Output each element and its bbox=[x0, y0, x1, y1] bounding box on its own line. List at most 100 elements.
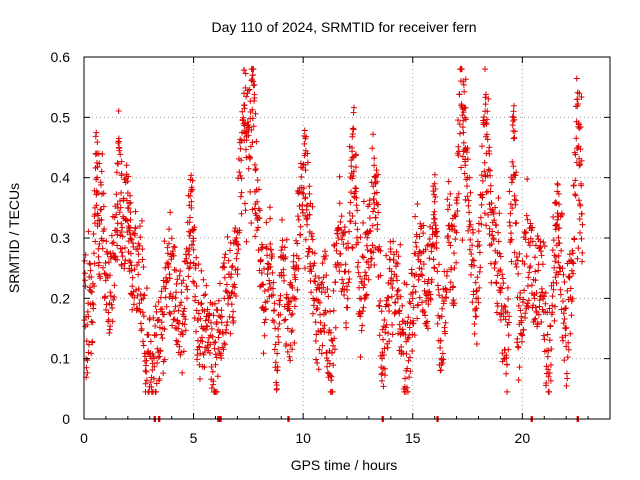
data-point bbox=[260, 350, 267, 357]
peak-point bbox=[575, 245, 582, 252]
data-point bbox=[218, 319, 225, 326]
data-point bbox=[436, 261, 443, 268]
data-point bbox=[295, 216, 302, 223]
data-point bbox=[246, 86, 253, 93]
data-point bbox=[143, 357, 150, 364]
data-point bbox=[164, 244, 171, 251]
data-point bbox=[431, 171, 438, 178]
data-point bbox=[216, 312, 223, 319]
data-point bbox=[569, 247, 576, 254]
data-point bbox=[208, 363, 215, 370]
data-point bbox=[107, 289, 114, 296]
data-point bbox=[451, 300, 458, 307]
data-point bbox=[471, 321, 478, 328]
data-point bbox=[118, 228, 125, 235]
data-point bbox=[266, 280, 273, 287]
data-point bbox=[562, 305, 569, 312]
data-point bbox=[465, 227, 472, 234]
data-point bbox=[566, 251, 573, 258]
data-point bbox=[485, 166, 492, 173]
data-point bbox=[397, 293, 404, 300]
data-point bbox=[361, 281, 368, 288]
data-point bbox=[333, 247, 340, 254]
data-point bbox=[417, 258, 424, 265]
data-point bbox=[258, 241, 265, 248]
data-point bbox=[267, 241, 274, 248]
data-point bbox=[142, 380, 149, 387]
data-point bbox=[330, 342, 337, 349]
peak-point bbox=[251, 94, 258, 101]
data-point bbox=[116, 198, 123, 205]
data-point bbox=[386, 307, 393, 314]
data-point bbox=[165, 240, 172, 247]
data-point bbox=[152, 322, 159, 329]
data-point bbox=[512, 201, 519, 208]
data-point bbox=[563, 370, 570, 377]
data-point bbox=[464, 145, 471, 152]
data-point bbox=[579, 258, 586, 265]
data-point bbox=[546, 370, 553, 377]
data-point bbox=[261, 288, 268, 295]
data-point bbox=[490, 235, 497, 242]
data-point bbox=[539, 289, 546, 296]
data-point bbox=[114, 242, 121, 249]
data-point bbox=[119, 253, 126, 260]
data-point bbox=[453, 259, 460, 266]
data-point bbox=[579, 221, 586, 228]
data-point bbox=[393, 291, 400, 298]
data-point bbox=[87, 267, 94, 274]
peak-point bbox=[459, 237, 466, 244]
data-point bbox=[165, 264, 172, 271]
data-point bbox=[138, 325, 145, 332]
data-point bbox=[131, 266, 138, 273]
data-point bbox=[104, 251, 111, 258]
peak-point bbox=[114, 256, 121, 263]
peak-point bbox=[114, 201, 121, 208]
data-point bbox=[565, 346, 572, 353]
data-point bbox=[137, 234, 144, 241]
data-point bbox=[555, 190, 562, 197]
data-point bbox=[306, 228, 313, 235]
data-point bbox=[289, 284, 296, 291]
data-point bbox=[455, 152, 462, 159]
data-point bbox=[190, 278, 197, 285]
peak-point bbox=[458, 164, 465, 171]
data-point bbox=[509, 158, 516, 165]
data-point bbox=[551, 264, 558, 271]
peak-point bbox=[432, 194, 439, 201]
data-point bbox=[110, 296, 117, 303]
data-point bbox=[385, 330, 392, 337]
data-point bbox=[348, 157, 355, 164]
data-point bbox=[227, 330, 234, 337]
peak-point bbox=[486, 150, 493, 157]
data-point bbox=[196, 361, 203, 368]
data-point bbox=[546, 305, 553, 312]
data-point bbox=[209, 333, 216, 340]
data-point bbox=[560, 310, 567, 317]
data-point bbox=[343, 324, 350, 331]
data-point bbox=[121, 244, 128, 251]
data-point bbox=[545, 366, 552, 373]
data-point bbox=[447, 242, 454, 249]
data-point bbox=[474, 274, 481, 281]
data-point bbox=[211, 339, 218, 346]
data-point bbox=[487, 205, 494, 212]
data-point bbox=[226, 247, 233, 254]
peak-point bbox=[575, 143, 582, 150]
data-point bbox=[379, 326, 386, 333]
data-point bbox=[428, 248, 435, 255]
data-point bbox=[515, 376, 522, 383]
data-point bbox=[516, 250, 523, 257]
data-point bbox=[505, 346, 512, 353]
y-axis-label: SRMTID / TECUs bbox=[6, 183, 22, 293]
data-point bbox=[466, 246, 473, 253]
data-point bbox=[412, 213, 419, 220]
data-point bbox=[561, 357, 568, 364]
data-point bbox=[126, 227, 133, 234]
data-point bbox=[229, 314, 236, 321]
peak-point bbox=[374, 246, 381, 253]
data-point bbox=[194, 346, 201, 353]
data-point bbox=[563, 324, 570, 331]
data-point bbox=[224, 318, 231, 325]
peak-point bbox=[462, 104, 469, 111]
